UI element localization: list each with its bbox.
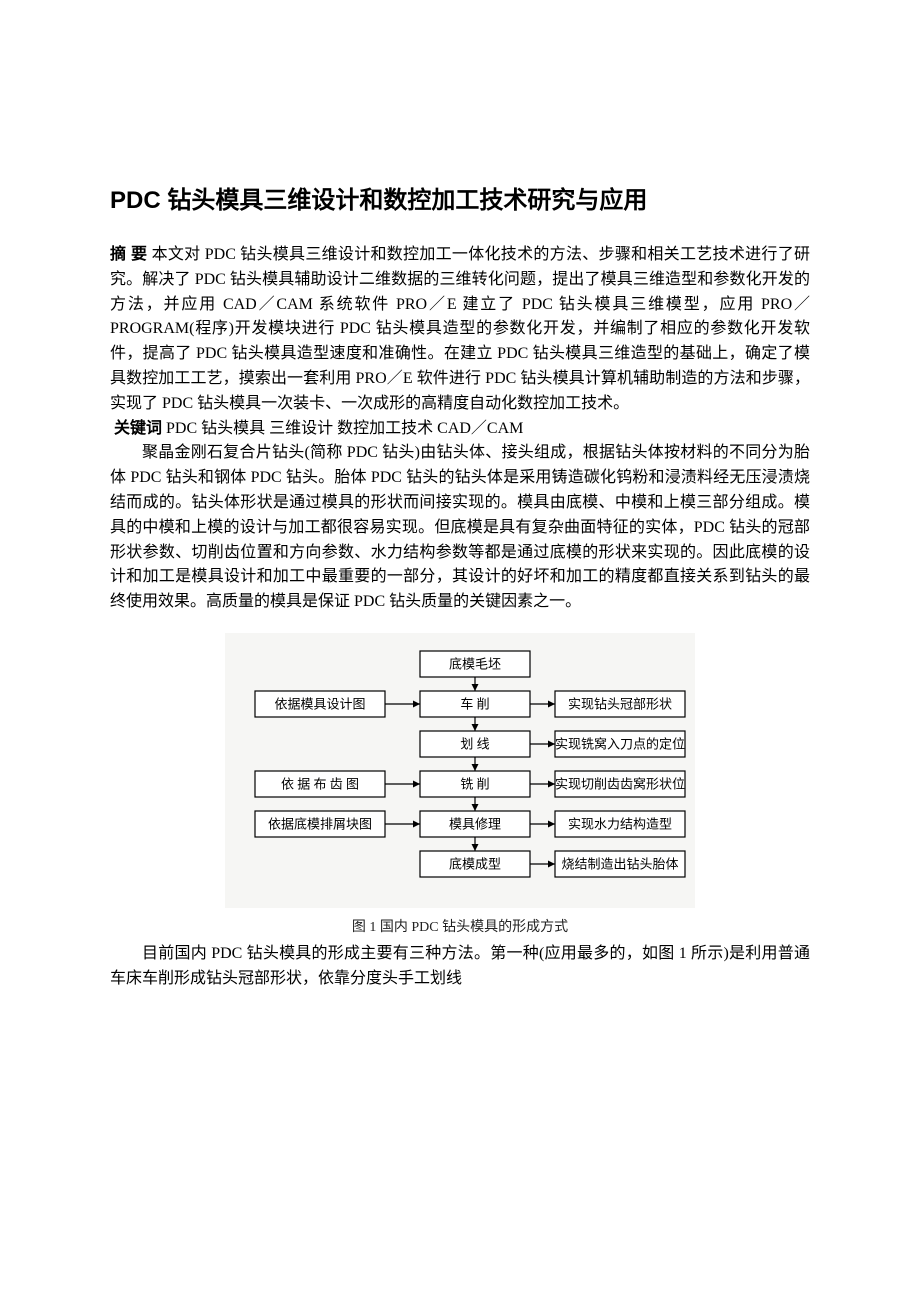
flow-mid-5: 底模成型 xyxy=(420,851,530,877)
svg-text:依 据 布 齿 图: 依 据 布 齿 图 xyxy=(281,777,359,792)
flow-left-3: 依 据 布 齿 图 xyxy=(255,771,385,797)
svg-text:划 线: 划 线 xyxy=(460,737,489,752)
svg-text:实现水力结构造型: 实现水力结构造型 xyxy=(568,817,672,832)
abstract-paragraph: 摘 要 本文对 PDC 钻头模具三维设计和数控加工一体化技术的方法、步骤和相关工… xyxy=(110,243,810,417)
flow-mid-1: 车 削 xyxy=(420,691,530,717)
flow-left-4: 依据底模排屑块图 xyxy=(255,811,385,837)
svg-text:车 削: 车 削 xyxy=(460,697,489,712)
keywords-line: 关键词 PDC 钻头模具 三维设计 数控加工技术 CAD／CAM xyxy=(110,417,810,442)
figure-1-flowchart: 底模毛坯车 削划 线铣 削模具修理底模成型 依据模具设计图依 据 布 齿 图依据底… xyxy=(225,633,695,908)
flow-right-3: 实现切削齿齿窝形状位 xyxy=(555,771,685,797)
flow-mid-4: 模具修理 xyxy=(420,811,530,837)
flow-mid-3: 铣 削 xyxy=(420,771,530,797)
svg-text:依据底模排屑块图: 依据底模排屑块图 xyxy=(268,817,372,832)
svg-text:底模成型: 底模成型 xyxy=(449,857,501,872)
flow-right-2: 实现铣窝入刀点的定位 xyxy=(555,731,685,757)
figure-1: 底模毛坯车 削划 线铣 削模具修理底模成型 依据模具设计图依 据 布 齿 图依据底… xyxy=(110,633,810,936)
svg-text:实现切削齿齿窝形状位: 实现切削齿齿窝形状位 xyxy=(555,777,685,792)
page-title: PDC 钻头模具三维设计和数控加工技术研究与应用 xyxy=(110,180,810,215)
flow-right-1: 实现钻头冠部形状 xyxy=(555,691,685,717)
flow-right-4: 实现水力结构造型 xyxy=(555,811,685,837)
svg-text:实现铣窝入刀点的定位: 实现铣窝入刀点的定位 xyxy=(555,737,685,752)
figure-1-caption: 图 1 国内 PDC 钻头模具的形成方式 xyxy=(110,916,810,936)
flow-left-1: 依据模具设计图 xyxy=(255,691,385,717)
svg-text:烧结制造出钻头胎体: 烧结制造出钻头胎体 xyxy=(561,857,678,872)
keywords-label: 关键词 xyxy=(114,420,162,437)
flow-mid-0: 底模毛坯 xyxy=(420,651,530,677)
svg-text:实现钻头冠部形状: 实现钻头冠部形状 xyxy=(568,697,672,712)
keywords-text: PDC 钻头模具 三维设计 数控加工技术 CAD／CAM xyxy=(166,420,523,437)
abstract-text: 本文对 PDC 钻头模具三维设计和数控加工一体化技术的方法、步骤和相关工艺技术进… xyxy=(110,246,810,412)
flow-mid-2: 划 线 xyxy=(420,731,530,757)
body-paragraph-1: 聚晶金刚石复合片钻头(简称 PDC 钻头)由钻头体、接头组成，根据钻头体按材料的… xyxy=(110,441,810,615)
svg-text:依据模具设计图: 依据模具设计图 xyxy=(274,697,365,712)
svg-text:铣 削: 铣 削 xyxy=(460,777,489,792)
svg-text:模具修理: 模具修理 xyxy=(449,817,501,832)
flow-right-5: 烧结制造出钻头胎体 xyxy=(555,851,685,877)
svg-text:底模毛坯: 底模毛坯 xyxy=(449,657,501,672)
abstract-label: 摘 要 xyxy=(110,246,147,263)
body-paragraph-2: 目前国内 PDC 钻头模具的形成主要有三种方法。第一种(应用最多的，如图 1 所… xyxy=(110,942,810,992)
